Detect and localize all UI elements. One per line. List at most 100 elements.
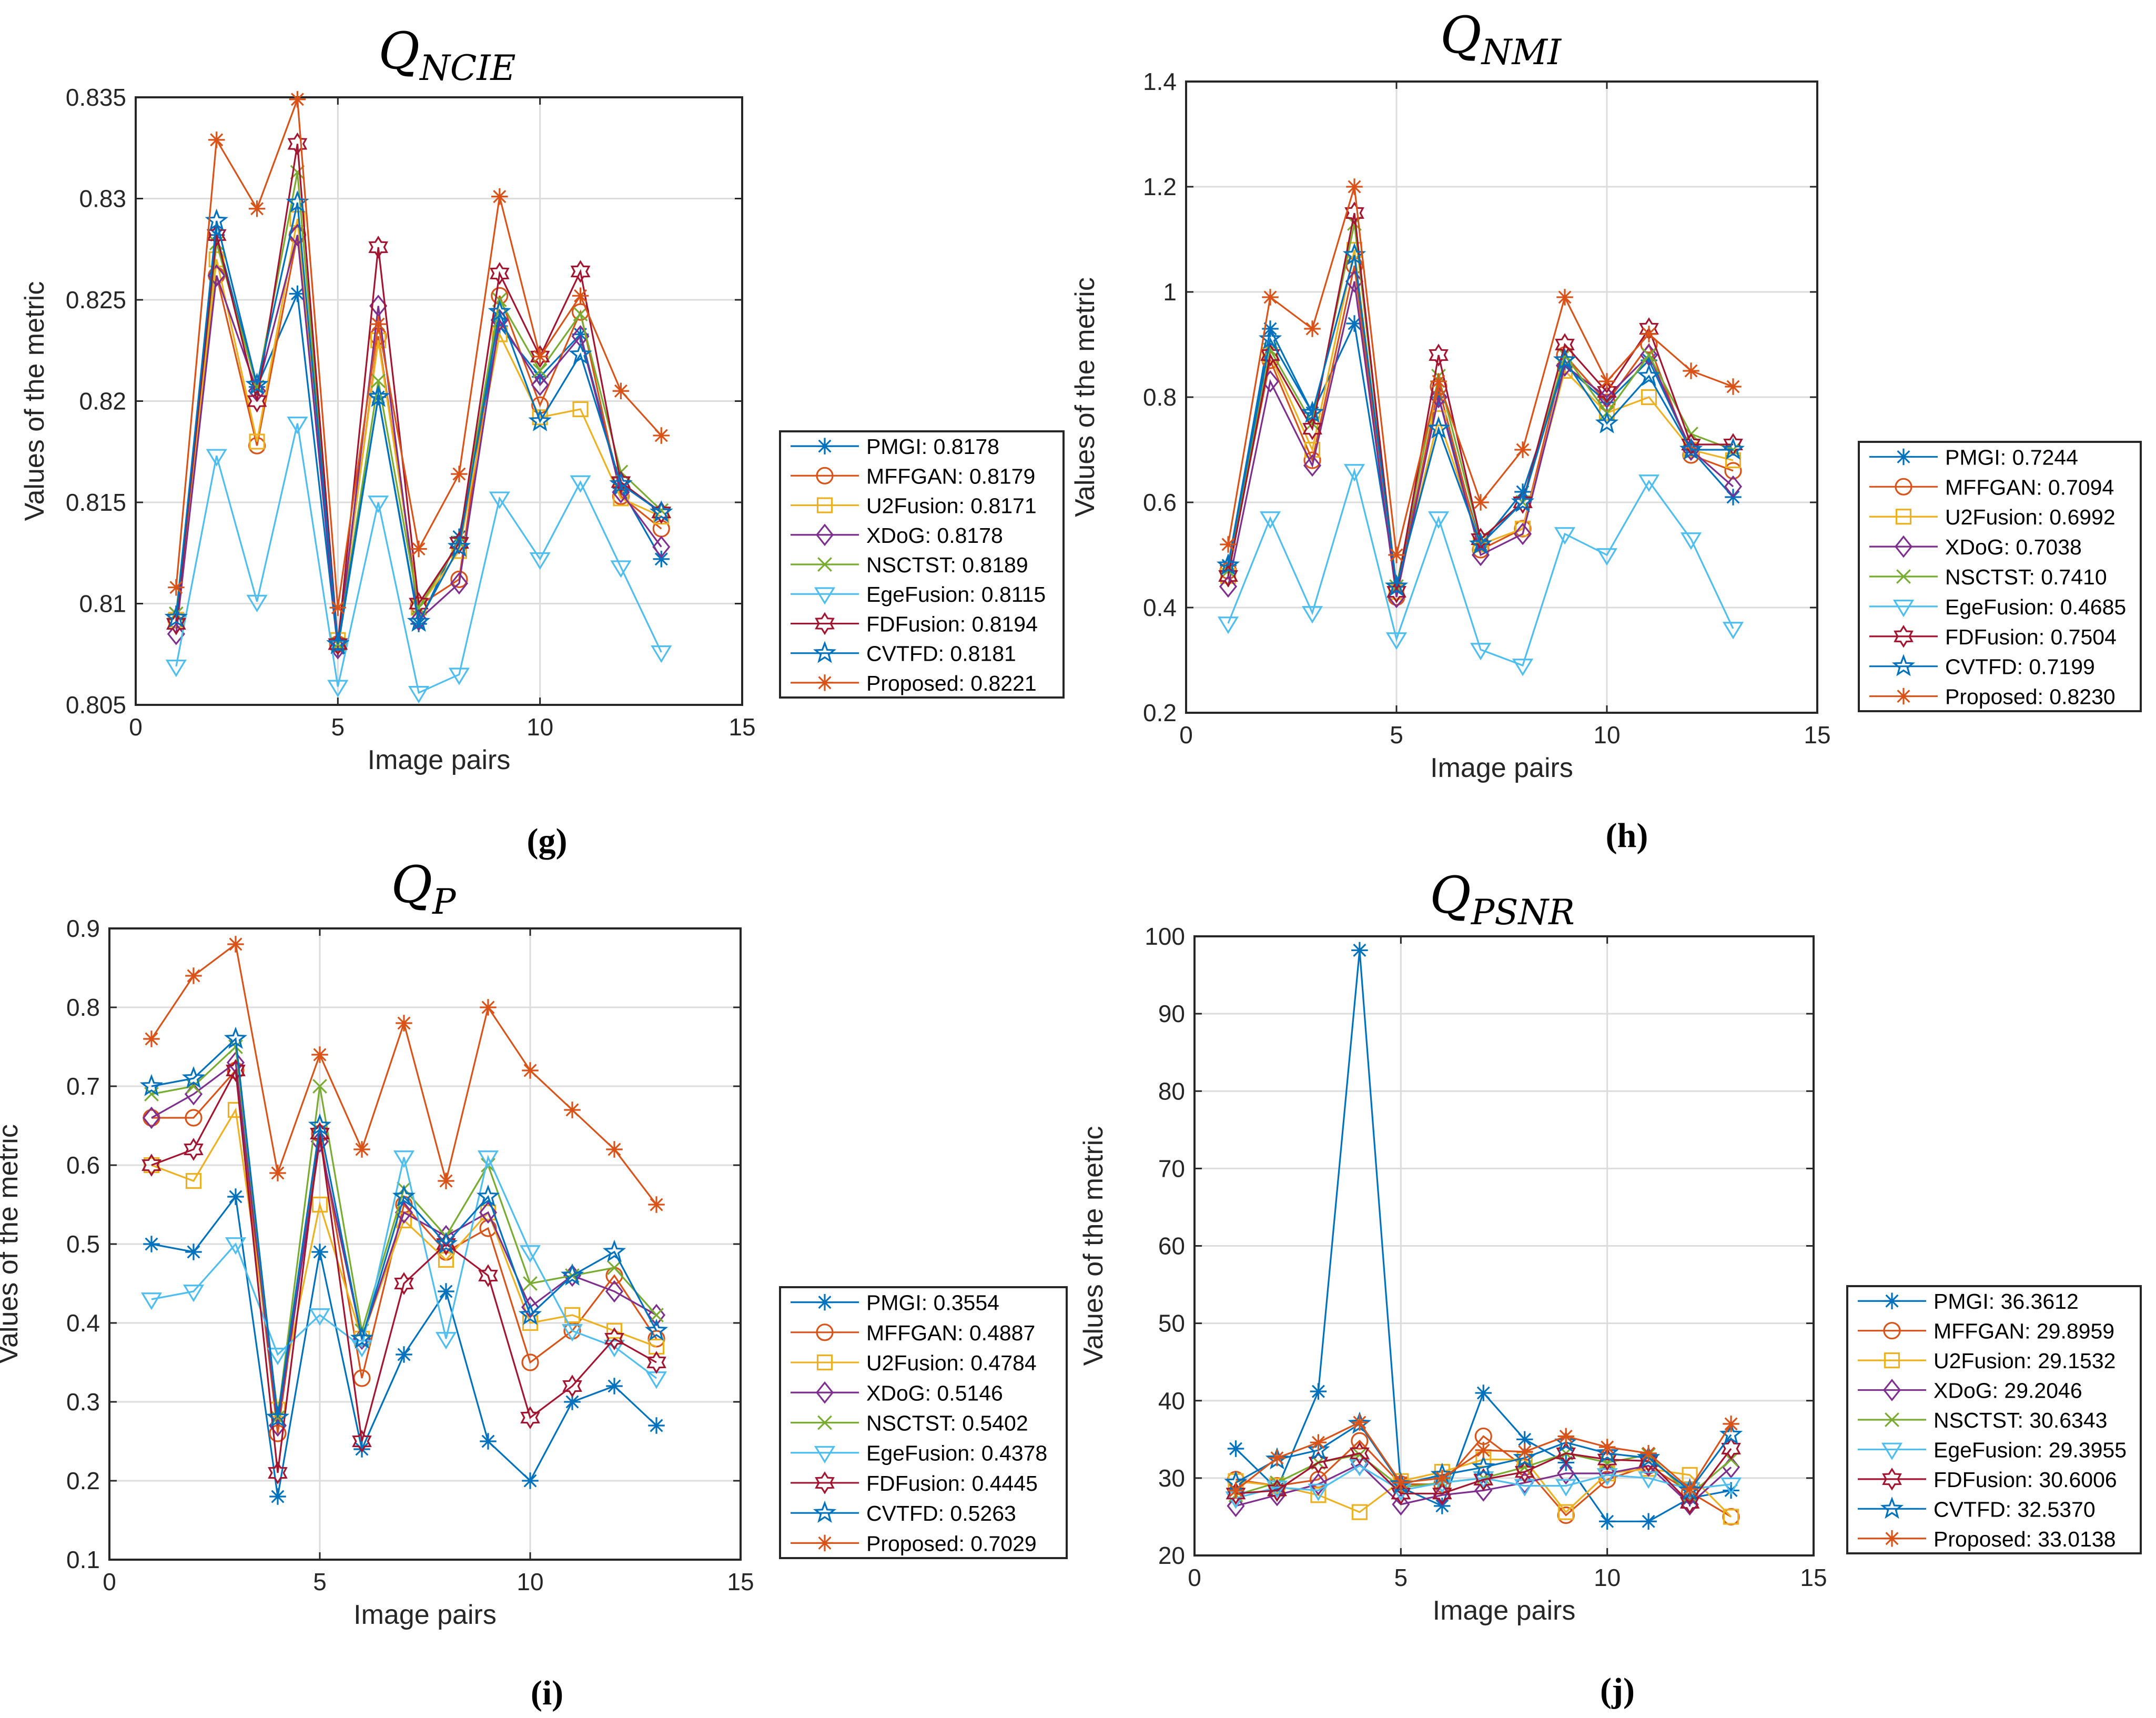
x-axis-label: Image pairs <box>353 1600 497 1630</box>
data-point-proposed <box>1392 1474 1410 1491</box>
data-point-egefusion <box>1722 622 1744 640</box>
data-point-proposed <box>1681 1480 1698 1498</box>
data-point-cvtfd <box>224 1026 248 1049</box>
x-tick-label: 10 <box>527 713 553 741</box>
y-tick-label: 1.2 <box>1143 173 1177 200</box>
data-point-pmgi <box>1351 942 1368 959</box>
legend-marker-u2fusion <box>816 1354 833 1371</box>
y-axis-label: Values of the metric <box>0 1124 24 1364</box>
data-point-pmgi <box>396 1346 412 1363</box>
data-point-fdfusion <box>449 531 469 554</box>
data-point-egefusion <box>1343 464 1365 482</box>
data-point-proposed <box>451 466 468 482</box>
data-point-u2fusion <box>143 1157 160 1174</box>
legend-marker-mffgan <box>1883 1322 1901 1340</box>
data-point-u2fusion <box>1351 1504 1368 1520</box>
series-line-egefusion <box>1236 1464 1732 1499</box>
data-point-fdfusion <box>1473 1468 1494 1491</box>
data-point-egefusion <box>603 1340 625 1358</box>
legend-marker-cvtfd <box>813 1500 837 1523</box>
chart-title: QP <box>391 855 457 922</box>
x-axis-label: Image pairs <box>1433 1595 1576 1626</box>
chart-title-main: Q <box>1440 6 1482 65</box>
x-tick-label: 15 <box>727 1568 754 1595</box>
legend-marker-proposed <box>1884 1530 1900 1547</box>
data-point-cvtfd <box>1469 532 1493 554</box>
data-point-mffgan <box>450 570 468 588</box>
legend-entry: CVTFD: 0.5263 <box>866 1501 1016 1525</box>
data-point-egefusion <box>519 1245 541 1263</box>
data-point-cvtfd <box>1636 1446 1661 1468</box>
legend-marker-xdog <box>1894 535 1913 558</box>
data-point-fdfusion <box>1391 1482 1411 1505</box>
data-point-pmgi <box>572 326 589 343</box>
legend-entry: MFFGAN: 0.7094 <box>1945 475 2114 499</box>
data-point-nsctst <box>1642 348 1656 362</box>
legend-entry: PMGI: 0.8178 <box>866 434 999 459</box>
data-point-proposed <box>143 1030 160 1047</box>
data-point-egefusion <box>368 496 389 513</box>
chart-title: QPSNR <box>1430 866 1575 933</box>
data-point-fdfusion <box>1513 491 1533 514</box>
data-point-proposed <box>1557 1428 1574 1445</box>
y-tick-label: 50 <box>1158 1310 1185 1337</box>
legend-marker-nsctst <box>817 1415 832 1430</box>
legend-entry: CVTFD: 0.7199 <box>1945 655 2095 679</box>
data-point-fdfusion <box>1218 564 1238 588</box>
data-point-fdfusion <box>394 1272 414 1295</box>
panel-caption: (j) <box>1600 1671 1635 1710</box>
legend-entry: EgeFusion: 0.4378 <box>866 1441 1047 1466</box>
legend-marker-mffgan <box>1895 478 1912 496</box>
legend: PMGI: 36.3612 MFFGAN: 29.8959 U2Fusion: 29… <box>1846 1285 2142 1554</box>
data-point-xdog <box>1474 1479 1493 1502</box>
x-axis-label: Image pairs <box>1430 753 1573 783</box>
data-point-fdfusion <box>1721 1437 1741 1460</box>
legend-marker-egefusion <box>1881 1442 1903 1460</box>
y-tick-label: 0.815 <box>66 489 126 516</box>
data-point-proposed <box>1472 494 1489 511</box>
chart-title-main: Q <box>378 22 420 80</box>
panel-caption: (h) <box>1606 816 1648 855</box>
legend-entry: FDFusion: 0.4445 <box>866 1471 1038 1495</box>
data-point-fdfusion <box>247 389 267 413</box>
data-point-nsctst <box>607 1260 622 1275</box>
data-point-xdog <box>1227 1494 1245 1518</box>
data-point-xdog <box>167 622 185 645</box>
series-line-cvtfd <box>175 202 662 644</box>
legend-marker-xdog <box>815 523 834 547</box>
y-axis-label: Values of the metric <box>1070 277 1100 517</box>
legend-entry: EgeFusion: 0.8115 <box>866 582 1046 607</box>
chart-title-subscript: P <box>432 882 457 922</box>
data-point-cvtfd <box>650 500 673 523</box>
series-line-cvtfd <box>1227 255 1733 587</box>
data-point-xdog <box>1219 575 1238 598</box>
y-tick-label: 0.2 <box>66 1467 100 1494</box>
x-tick-label: 15 <box>1800 1564 1827 1591</box>
data-point-pmgi <box>438 1283 454 1300</box>
data-point-nsctst <box>371 373 386 388</box>
x-tick-label: 0 <box>1188 1564 1201 1591</box>
data-point-egefusion <box>165 660 187 678</box>
data-point-cvtfd <box>1595 1441 1619 1463</box>
data-point-proposed <box>1351 1414 1368 1431</box>
data-point-cvtfd <box>1637 363 1661 386</box>
legend-entry: PMGI: 36.3612 <box>1934 1289 2079 1313</box>
data-point-cvtfd <box>407 609 431 632</box>
y-tick-label: 0.7 <box>66 1073 100 1100</box>
y-tick-label: 60 <box>1158 1232 1185 1260</box>
data-point-egefusion <box>529 552 551 570</box>
chart-title-subscript: NCIE <box>419 48 516 88</box>
data-point-cvtfd <box>1307 1438 1330 1460</box>
data-point-proposed <box>353 1141 370 1158</box>
legend-entry: XDoG: 29.2046 <box>1934 1379 2082 1403</box>
legend-entry: FDFusion: 30.6006 <box>1934 1468 2117 1492</box>
legend-marker-fdfusion <box>1894 624 1914 648</box>
data-point-proposed <box>410 540 427 558</box>
y-tick-label: 0.825 <box>66 286 126 314</box>
x-axis-label: Image pairs <box>368 745 511 775</box>
data-point-cvtfd <box>1300 400 1324 423</box>
data-point-egefusion <box>561 1324 583 1342</box>
legend-marker-pmgi <box>816 438 833 454</box>
y-tick-label: 0.6 <box>66 1151 100 1179</box>
